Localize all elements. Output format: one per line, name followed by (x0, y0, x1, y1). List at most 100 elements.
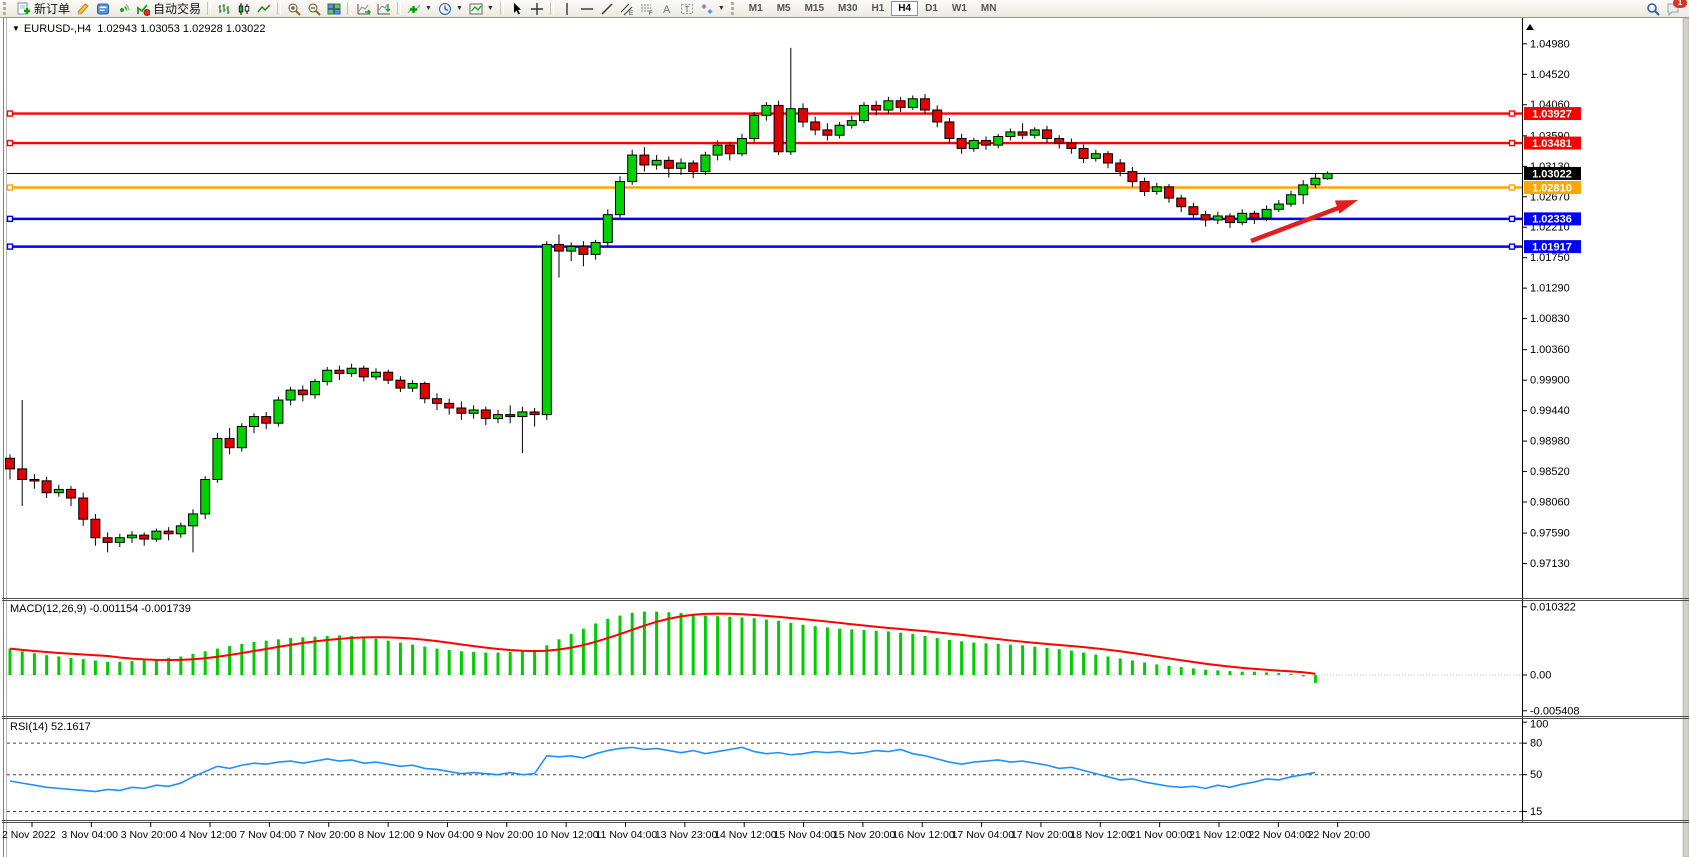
candle-down (1139, 181, 1150, 192)
timeframe-button-d1[interactable]: D1 (918, 1, 945, 16)
arrows-tool-icon (701, 3, 713, 14)
candle-up (249, 416, 259, 428)
line-handle[interactable] (6, 139, 14, 147)
zoom-out-button[interactable] (304, 0, 324, 17)
timeframe-button-m15[interactable]: M15 (798, 1, 831, 16)
trendline-tool-button[interactable] (597, 0, 617, 17)
timeframe-button-mn[interactable]: MN (974, 1, 1004, 16)
bar-chart-button[interactable] (214, 0, 234, 17)
price-tick-label: 0.98060 (1530, 496, 1570, 508)
candle-down (78, 497, 89, 520)
time-tick-label: 18 Nov 12:00 (1070, 829, 1133, 841)
notifications-button[interactable]: 1 (1663, 0, 1687, 17)
timeframe-button-m30[interactable]: M30 (831, 1, 864, 16)
metaeditor-button[interactable] (73, 0, 93, 17)
candle-up (273, 399, 284, 424)
line-handle[interactable] (1508, 139, 1516, 147)
auto-trading-button[interactable]: 自动交易 (133, 0, 204, 17)
clock-icon (438, 2, 451, 15)
svg-text:T: T (684, 5, 689, 14)
time-tick-label: 8 Nov 12:00 (358, 829, 415, 841)
candle-down (578, 245, 589, 255)
horizontal-line-tool-button[interactable] (577, 0, 597, 17)
candle-up (468, 409, 479, 414)
candle-up (346, 367, 357, 375)
line-handle[interactable] (1508, 110, 1516, 117)
timeframe-button-w1[interactable]: W1 (945, 1, 974, 16)
trendline-icon (601, 3, 613, 14)
candle-down (810, 121, 821, 131)
line-handle[interactable] (6, 243, 14, 250)
candle-down (1225, 215, 1235, 224)
line-handle[interactable] (1508, 184, 1516, 191)
candle-up (114, 537, 125, 543)
trend-arrow-head[interactable] (1334, 200, 1358, 214)
toolbar-right-group: 1 (1643, 0, 1687, 17)
dropdown-caret-icon: ▼ (486, 5, 494, 12)
equidistant-channel-tool-button[interactable]: E (617, 0, 637, 17)
chart-dropdown-icon[interactable]: ▼ (12, 24, 20, 33)
zoom-in-icon (288, 3, 301, 16)
auto-scroll-icon (357, 3, 372, 15)
candle-down (1164, 186, 1174, 199)
line-handle[interactable] (6, 110, 14, 117)
time-tick-label: 15 Nov 04:00 (774, 829, 837, 841)
terminal-button[interactable] (93, 0, 113, 17)
candle-down (920, 98, 930, 111)
vertical-line-tool-button[interactable] (557, 0, 577, 17)
svg-text:A: A (663, 4, 671, 16)
candle-up (737, 138, 747, 155)
price-tick-label: 0.98520 (1530, 466, 1570, 478)
line-handle[interactable] (6, 215, 14, 223)
price-tick-label: 1.04520 (1530, 69, 1570, 81)
macd-name: MACD(12,26,9) (10, 603, 87, 615)
timeframe-button-h1[interactable]: H1 (865, 1, 892, 16)
candlestick-chart-button[interactable] (234, 0, 254, 17)
candle-up (1286, 194, 1296, 205)
auto-trading-icon (137, 3, 151, 16)
periods-button[interactable]: ▼ (435, 0, 466, 17)
chart-shift-marker[interactable] (1526, 24, 1534, 30)
signals-button[interactable] (113, 0, 133, 17)
text-tool-button[interactable]: A (657, 0, 677, 17)
candle-up (627, 154, 638, 183)
crosshair-button[interactable] (527, 0, 547, 17)
rsi-value: 52.1617 (50, 721, 91, 733)
trend-arrow-annotation[interactable] (1250, 204, 1342, 244)
zoom-in-button[interactable] (284, 0, 304, 17)
fibonacci-tool-button[interactable]: F (637, 0, 657, 17)
candle-up (834, 124, 845, 136)
toolbar-separator (347, 2, 352, 15)
line-handle[interactable] (1508, 215, 1516, 223)
search-button[interactable] (1643, 0, 1663, 17)
timeframe-button-m1[interactable]: M1 (742, 1, 770, 16)
candle-down (639, 154, 650, 166)
line-handle[interactable] (6, 184, 14, 191)
toolbar: 新订单 自动交易 (0, 0, 1689, 18)
toolbar-grip[interactable] (3, 2, 11, 15)
chart-shift-button[interactable] (374, 0, 394, 17)
auto-scroll-button[interactable] (354, 0, 374, 17)
toolbar-grip[interactable] (730, 2, 739, 15)
cursor-button[interactable] (507, 0, 527, 17)
line-handle[interactable] (1508, 243, 1516, 250)
macd-tick-label: 0.00 (1530, 670, 1551, 682)
candle-down (444, 402, 455, 409)
candle-up (371, 371, 381, 378)
indicators-button[interactable]: ▼ (404, 0, 435, 17)
tile-windows-button[interactable] (324, 0, 344, 17)
candle-down (724, 144, 735, 155)
timeframe-button-h4[interactable]: H4 (891, 1, 919, 16)
text-label-tool-button[interactable]: T (677, 0, 697, 17)
arrows-tool-button[interactable]: ▼ (697, 0, 728, 17)
time-tick-label: 15 Nov 20:00 (833, 829, 896, 841)
timeframe-button-m5[interactable]: M5 (770, 1, 798, 16)
templates-button[interactable]: ▼ (466, 0, 497, 17)
candle-up (785, 108, 796, 153)
svg-text:E: E (629, 11, 633, 16)
line-chart-button[interactable] (254, 0, 274, 17)
new-order-button[interactable]: 新订单 (14, 0, 73, 17)
candle-up (676, 162, 686, 169)
price-tick-label: 1.02670 (1530, 191, 1570, 203)
